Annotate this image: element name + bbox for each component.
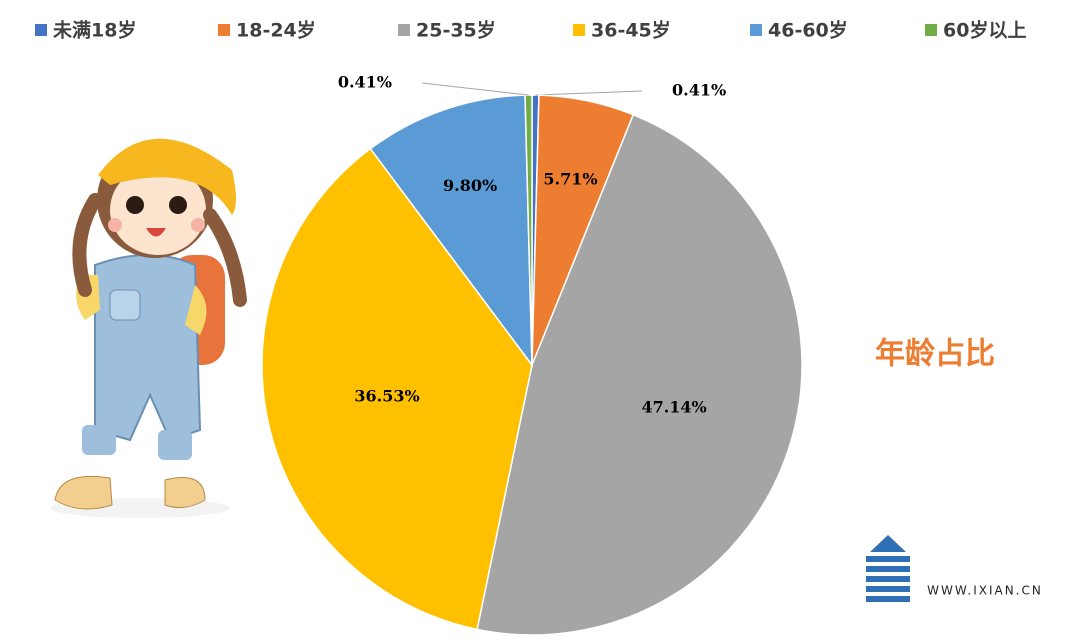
pie-slice	[369, 94, 533, 368]
legend-swatch	[750, 24, 762, 36]
legend-label: 25-35岁	[416, 19, 496, 42]
legend-label: 46-60岁	[768, 19, 848, 42]
legend-swatch	[925, 24, 937, 36]
value-label: 5.71%	[543, 169, 597, 188]
logo	[866, 535, 910, 602]
pie-slice	[476, 113, 803, 636]
legend-swatch	[573, 24, 585, 36]
legend-label: 36-45岁	[591, 19, 671, 42]
site-url: WWW.IXIAN.CN	[927, 584, 1043, 598]
legend-swatch	[35, 24, 47, 36]
pie-slice	[261, 147, 533, 631]
value-label: 9.80%	[443, 176, 497, 195]
value-label: 36.53%	[354, 387, 419, 406]
value-label: 0.41%	[338, 73, 392, 92]
leader-line	[421, 82, 529, 96]
value-label: 47.14%	[641, 398, 706, 417]
legend-label: 18-24岁	[236, 19, 316, 42]
leader-line	[535, 90, 643, 96]
legend-label: 60岁以上	[943, 19, 1026, 42]
legend-swatch	[398, 24, 410, 36]
chart-title: 年龄占比	[875, 337, 995, 372]
legend-label: 未满18岁	[52, 19, 136, 42]
legend-swatch	[218, 24, 230, 36]
illustration	[50, 138, 247, 518]
value-label: 0.41%	[672, 81, 726, 100]
